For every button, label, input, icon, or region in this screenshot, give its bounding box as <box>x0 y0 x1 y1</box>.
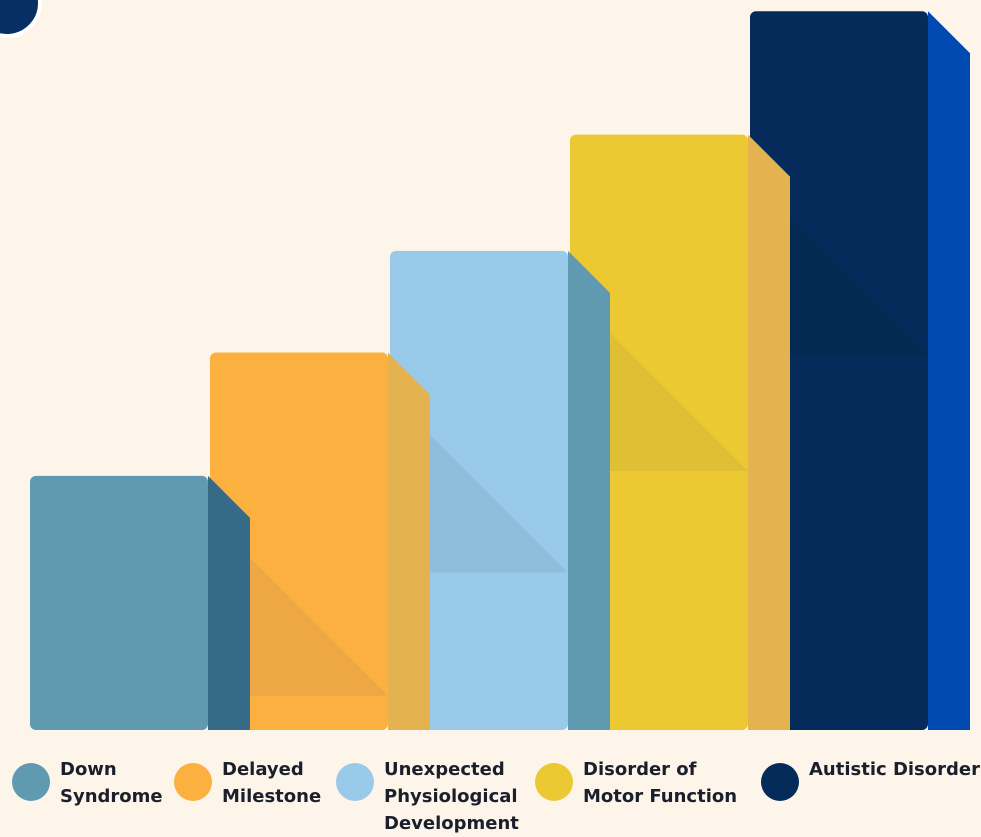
bar-chart <box>30 11 970 730</box>
bar-0 <box>30 475 250 730</box>
legend-label: Down Syndrome <box>60 759 163 807</box>
bar-3 <box>570 134 790 730</box>
bar-side-face <box>928 11 970 730</box>
bar-side-face <box>208 475 250 730</box>
legend-swatch <box>174 763 212 801</box>
bar-front-face <box>750 11 928 730</box>
bar-shadow <box>570 292 748 471</box>
bar-side-face <box>388 352 430 730</box>
legend-swatch <box>761 763 799 801</box>
bars-group <box>30 11 970 730</box>
bar-side-face <box>748 134 790 730</box>
bar-shadow <box>390 394 568 573</box>
bar-front-face <box>30 475 208 730</box>
legend-label: Disorder of Motor Function <box>583 759 738 807</box>
legend-item-unexpected-physiological-development: Unexpected Physiological Development <box>336 756 519 837</box>
legend-item-down-syndrome: Down Syndrome <box>12 756 163 810</box>
bar-side-face <box>568 250 610 730</box>
legend-label: Autistic Disorder <box>809 759 980 780</box>
bar-shadow <box>210 517 388 696</box>
bar-4 <box>750 11 970 730</box>
legend-item-delayed-milestone: Delayed Milestone <box>174 756 321 810</box>
legend-swatch <box>535 763 573 801</box>
bar-shadow <box>750 176 928 355</box>
legend-label: Delayed Milestone <box>222 759 322 807</box>
bar-1 <box>210 352 430 730</box>
legend-item-disorder-of-motor-function: Disorder of Motor Function <box>535 756 737 810</box>
legend-swatch <box>12 763 50 801</box>
legend-item-autistic-disorder: Autistic Disorder <box>761 756 980 801</box>
legend-swatch <box>336 763 374 801</box>
bar-2 <box>390 250 610 730</box>
legend-label: Unexpected Physiological Development <box>384 759 519 834</box>
